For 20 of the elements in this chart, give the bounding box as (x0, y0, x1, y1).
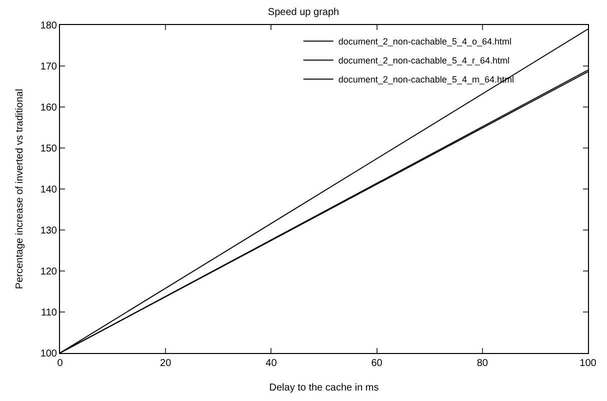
legend-label: document_2_non-cachable_5_4_o_64.html (338, 36, 512, 47)
chart-title: Speed up graph (268, 7, 340, 18)
legend-label: document_2_non-cachable_5_4_r_64.html (338, 56, 510, 66)
y-tick-label: 160 (40, 102, 58, 114)
x-tick-label: 80 (476, 358, 488, 369)
y-tick-label: 100 (40, 348, 58, 360)
x-axis-title: Delay to the cache in ms (269, 382, 379, 394)
x-tick-label: 20 (160, 358, 172, 369)
y-tick-label: 170 (40, 62, 58, 72)
y-tick-label: 140 (40, 184, 58, 196)
y-tick-label: 120 (40, 266, 58, 278)
y-tick-label: 150 (40, 144, 58, 154)
x-tick-label: 0 (57, 358, 64, 369)
y-axis-title: Percentage increase of inverted vs traditional (14, 88, 26, 290)
y-tick-label: 130 (40, 226, 58, 236)
x-tick-label: 40 (266, 358, 278, 369)
x-tick-label: 100 (580, 358, 597, 369)
y-tick-label: 110 (41, 308, 58, 318)
y-tick-label: 180 (40, 20, 58, 32)
x-tick-label: 60 (371, 358, 383, 369)
